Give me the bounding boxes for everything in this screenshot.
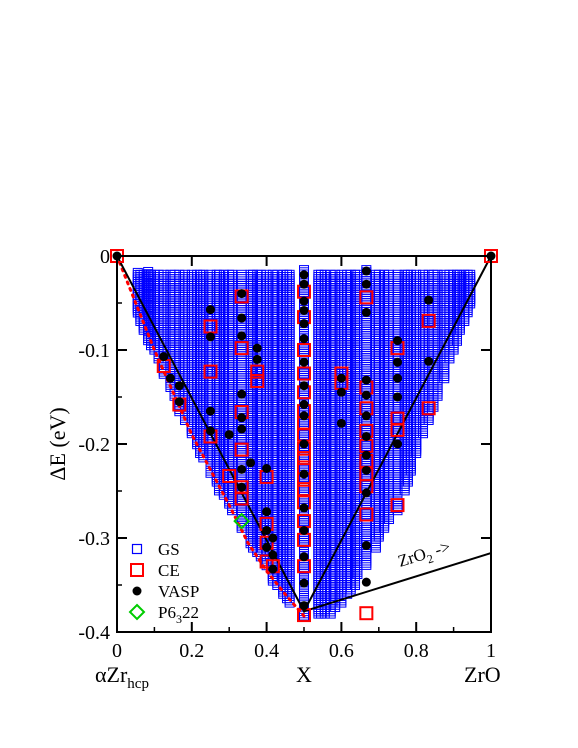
gs-point xyxy=(227,505,238,516)
gs-series xyxy=(132,265,476,621)
